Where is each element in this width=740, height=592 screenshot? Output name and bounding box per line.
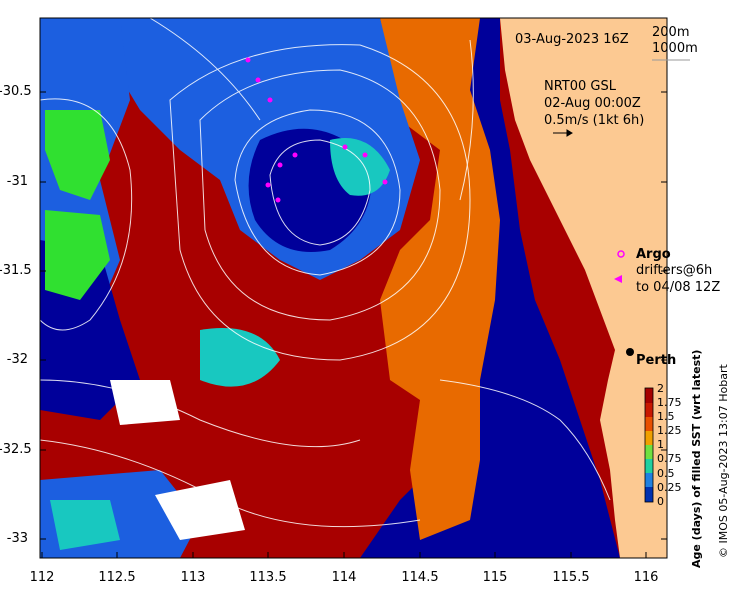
y-tick-label: -31.5 bbox=[0, 263, 32, 278]
argo-legend-marker bbox=[617, 250, 625, 258]
map-title: 03-Aug-2023 16Z bbox=[515, 32, 629, 47]
y-tick-label: -32.5 bbox=[0, 442, 32, 457]
x-tick-label: 115.5 bbox=[552, 570, 590, 585]
y-tick-label: -33 bbox=[6, 531, 28, 546]
city-label-perth: Perth bbox=[636, 353, 677, 368]
drifter-legend-marker bbox=[614, 275, 622, 283]
ssh-contours bbox=[40, 18, 611, 528]
depth-legend-200m: 200m bbox=[652, 25, 690, 40]
teal-patch-southwest bbox=[50, 500, 120, 550]
colorbar-title: Age (days) of filled SST (wrt latest) bbox=[690, 349, 703, 568]
credit-text: © IMOS 05-Aug-2023 13:07 Hobart bbox=[717, 364, 730, 558]
y-tick-label: -31 bbox=[6, 174, 28, 189]
drifters-legend-label: drifters@6h bbox=[636, 263, 713, 278]
colorbar-tick: 0.5 bbox=[657, 467, 675, 480]
argo-floats bbox=[245, 57, 388, 203]
current-source: NRT00 GSL bbox=[544, 79, 616, 94]
y-tick-label: -30.5 bbox=[0, 84, 32, 99]
colorbar-tick: 1.25 bbox=[657, 424, 682, 437]
current-date: 02-Aug 00:00Z bbox=[544, 96, 641, 111]
colorbar-tick: 1.75 bbox=[657, 396, 682, 409]
x-tick-label: 112 bbox=[29, 570, 55, 585]
x-tick-label: 113 bbox=[180, 570, 206, 585]
perth-marker bbox=[626, 348, 634, 356]
x-tick-label: 113.5 bbox=[249, 570, 287, 585]
x-tick-label: 114 bbox=[331, 570, 357, 585]
depth-legend-1000m: 1000m bbox=[652, 41, 698, 56]
colorbar-tick: 2 bbox=[657, 382, 664, 395]
colorbar-tick: 0.25 bbox=[657, 481, 682, 494]
x-tick-label: 116 bbox=[633, 570, 659, 585]
colorbar-tick: 0.75 bbox=[657, 452, 682, 465]
current-scale: 0.5m/s (1kt 6h) bbox=[544, 113, 645, 128]
teal-eddy-patch bbox=[330, 138, 390, 196]
scale-arrow bbox=[553, 129, 573, 137]
x-tick-label: 112.5 bbox=[98, 570, 136, 585]
argo-legend-label: Argo bbox=[636, 247, 671, 262]
drifters-legend-date: to 04/08 12Z bbox=[636, 280, 721, 295]
teal-patch-south bbox=[200, 328, 280, 387]
plot-frame bbox=[39, 17, 668, 559]
x-tick-label: 114.5 bbox=[401, 570, 439, 585]
axis-ticks bbox=[40, 91, 667, 558]
white-gap-1 bbox=[110, 380, 180, 425]
y-tick-label: -32 bbox=[6, 352, 28, 367]
colorbar bbox=[644, 387, 654, 503]
white-gap-2 bbox=[155, 480, 245, 540]
land-western-australia bbox=[500, 18, 667, 558]
x-tick-label: 115 bbox=[482, 570, 508, 585]
colorbar-tick: 1.5 bbox=[657, 410, 675, 423]
colorbar-tick: 1 bbox=[657, 438, 664, 451]
colorbar-tick: 0 bbox=[657, 495, 664, 508]
green-patch-south bbox=[45, 210, 110, 300]
green-patch-west bbox=[45, 110, 110, 200]
